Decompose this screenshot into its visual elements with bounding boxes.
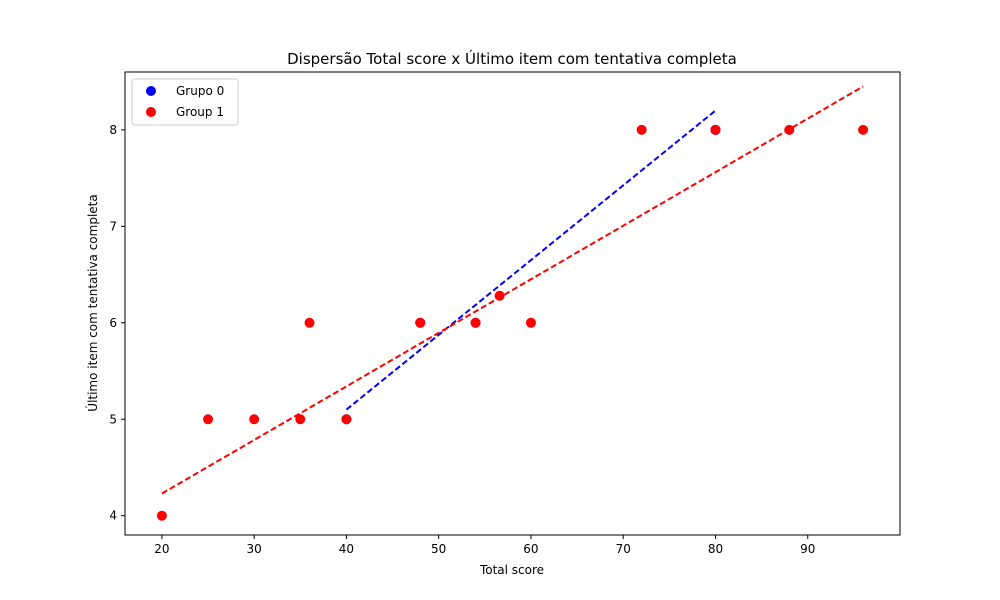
data-point-group-1 bbox=[858, 124, 869, 135]
data-point-group-1 bbox=[341, 414, 352, 425]
x-tick-label: 90 bbox=[800, 542, 815, 556]
data-point-group-1 bbox=[415, 317, 426, 328]
data-point-group-1 bbox=[203, 414, 214, 425]
x-tick-label: 70 bbox=[616, 542, 631, 556]
x-axis: 20 30 40 50 60 70 80 90 bbox=[154, 535, 815, 556]
data-point-group-1 bbox=[710, 124, 721, 135]
x-tick-label: 60 bbox=[523, 542, 538, 556]
data-point-group-1 bbox=[470, 317, 481, 328]
x-axis-title: Total score bbox=[479, 563, 544, 577]
data-point-group-1 bbox=[525, 317, 536, 328]
trend-line-grupo-0 bbox=[345, 109, 717, 411]
y-axis-title: Último item com tentativa completa bbox=[85, 194, 100, 411]
y-tick-label: 4 bbox=[109, 509, 117, 523]
data-point-group-1 bbox=[494, 290, 505, 301]
x-tick-label: 20 bbox=[154, 542, 169, 556]
y-axis: 4 5 6 7 8 bbox=[109, 123, 125, 523]
y-tick-label: 7 bbox=[109, 219, 117, 233]
y-tick-label: 8 bbox=[109, 123, 117, 137]
x-tick-label: 50 bbox=[431, 542, 446, 556]
legend-marker-group-1 bbox=[146, 107, 156, 117]
legend-label-grupo-0: Grupo 0 bbox=[176, 84, 224, 98]
legend: Grupo 0 Group 1 bbox=[131, 78, 239, 126]
legend-marker-grupo-0 bbox=[146, 86, 156, 96]
y-tick-label: 5 bbox=[109, 412, 117, 426]
data-point-group-1 bbox=[304, 317, 315, 328]
data-point-group-1 bbox=[636, 124, 647, 135]
data-point-group-1 bbox=[295, 414, 306, 425]
data-point-group-1 bbox=[156, 510, 167, 521]
x-tick-label: 30 bbox=[247, 542, 262, 556]
x-tick-label: 80 bbox=[708, 542, 723, 556]
chart-title: Dispersão Total score x Último item com … bbox=[287, 49, 737, 68]
trend-line-group-1 bbox=[161, 85, 864, 495]
legend-box bbox=[131, 78, 239, 126]
x-tick-label: 40 bbox=[339, 542, 354, 556]
y-tick-label: 6 bbox=[109, 316, 117, 330]
legend-label-group-1: Group 1 bbox=[176, 105, 224, 119]
plot-area bbox=[156, 85, 869, 521]
data-point-group-1 bbox=[249, 414, 260, 425]
plot-frame bbox=[124, 71, 901, 536]
